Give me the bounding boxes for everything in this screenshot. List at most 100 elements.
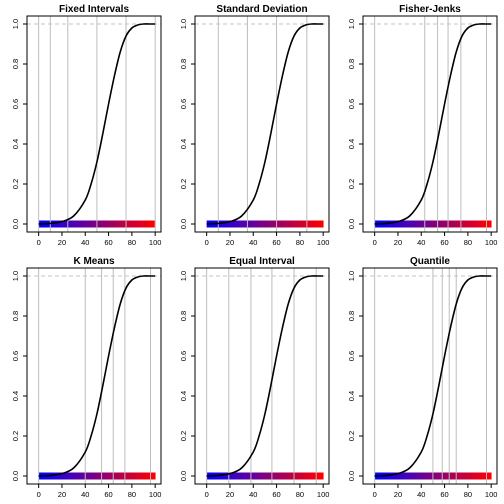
color-bar-segment [250, 472, 253, 480]
x-tick-label: 80 [464, 238, 472, 247]
color-bar-segment [58, 220, 61, 228]
color-bar-segment [285, 472, 288, 480]
color-bar-segment [476, 472, 478, 480]
color-bar-segment [277, 220, 280, 228]
color-bar-segment [442, 472, 444, 480]
color-bar-segment [430, 472, 433, 480]
plot-frame [194, 267, 330, 485]
color-bar-segment [270, 220, 273, 228]
color-bar-segment [119, 472, 121, 480]
color-bar-segment [259, 220, 261, 228]
color-bar-segment [74, 220, 77, 228]
color-bar-segment [478, 472, 480, 480]
color-bar-segment [98, 220, 100, 228]
color-bar-segment [148, 472, 150, 480]
color-bar-segment [317, 472, 319, 480]
x-tick-label: 80 [296, 490, 304, 499]
color-bar-segment [61, 472, 64, 480]
color-bar-segment [151, 472, 154, 480]
color-bar-segment [221, 220, 224, 228]
color-bar-segment [92, 220, 94, 228]
color-bar-segment [136, 220, 139, 228]
color-bar-segment [409, 220, 412, 228]
color-bar-segment [101, 220, 104, 228]
color-bar-segment [394, 220, 397, 228]
color-bar-segment [395, 220, 398, 228]
color-bar-segment [221, 472, 224, 480]
x-tick-label: 60 [440, 490, 448, 499]
color-bar-segment [322, 220, 324, 228]
color-bar-segment [60, 220, 63, 228]
color-bar-segment [446, 472, 449, 480]
color-bar-segment [102, 472, 105, 480]
color-bar-segment [143, 220, 146, 228]
color-bar-segment [389, 220, 392, 228]
color-bar-segment [134, 220, 136, 228]
color-bar-segment [108, 220, 111, 228]
color-bar-segment [309, 220, 311, 228]
color-bar-segment [248, 472, 251, 480]
color-bar-segment [222, 220, 225, 228]
y-tick-label: 0.0 [347, 471, 356, 481]
color-bar-segment [481, 472, 484, 480]
color-bar-segment [470, 220, 472, 228]
color-bar-segment [455, 220, 457, 228]
color-bar-segment [226, 472, 229, 480]
color-bar-segment [470, 472, 472, 480]
color-bar-segment [231, 472, 233, 480]
color-bar-segment [481, 220, 484, 228]
color-bar-segment [445, 472, 448, 480]
color-bar-segment [424, 472, 427, 480]
color-bar-segment [222, 472, 225, 480]
color-bar-segment [151, 220, 154, 228]
color-bar-segment [137, 472, 140, 480]
y-tick-label: 0.0 [347, 219, 356, 229]
color-bar-segment [297, 220, 300, 228]
y-tick-label: 0.2 [11, 431, 20, 441]
color-bar-segment [488, 472, 491, 480]
color-bar-segment [72, 220, 75, 228]
plot-frame [194, 15, 330, 233]
color-bar-segment [145, 220, 148, 228]
color-bar-segment [432, 472, 435, 480]
color-bar-segment [318, 472, 321, 480]
color-bar-segment [311, 472, 314, 480]
color-bar-segment [280, 220, 282, 228]
color-bar-segment [88, 220, 91, 228]
color-bar-segment [89, 472, 92, 480]
color-bar-segment [408, 220, 411, 228]
x-tick-label: 20 [58, 490, 66, 499]
color-bar-segment [397, 472, 400, 480]
color-bar-segment [127, 220, 129, 228]
y-tick-label: 1.0 [347, 271, 356, 281]
color-bar-segment [250, 220, 253, 228]
color-bar-segment [123, 220, 126, 228]
color-bar-segment [141, 472, 143, 480]
color-bar-segment [453, 472, 456, 480]
color-bar-segment [60, 472, 63, 480]
color-bar-segment [315, 220, 317, 228]
color-bar-segment [457, 220, 459, 228]
color-bar-segment [110, 472, 113, 480]
x-tick-label: 60 [104, 490, 112, 499]
color-bar-segment [445, 220, 448, 228]
color-bar-segment [267, 220, 269, 228]
color-bar-segment [469, 220, 471, 228]
color-bar-segment [417, 472, 420, 480]
color-bar-segment [418, 220, 421, 228]
color-bar-segment [310, 472, 312, 480]
color-bar-segment [490, 472, 492, 480]
color-bar-segment [308, 472, 310, 480]
color-bar-segment [242, 472, 245, 480]
color-bar-segment [63, 472, 65, 480]
color-bar-segment [283, 472, 286, 480]
color-bar-segment [259, 472, 261, 480]
color-bar-segment [64, 472, 66, 480]
panel-title: Standard Deviation [216, 4, 307, 15]
color-bar-segment [70, 472, 72, 480]
color-bar-segment [430, 220, 433, 228]
color-bar-segment [79, 472, 81, 480]
x-tick-label: 40 [81, 238, 89, 247]
color-bar-segment [238, 472, 240, 480]
color-bar-segment [136, 472, 139, 480]
